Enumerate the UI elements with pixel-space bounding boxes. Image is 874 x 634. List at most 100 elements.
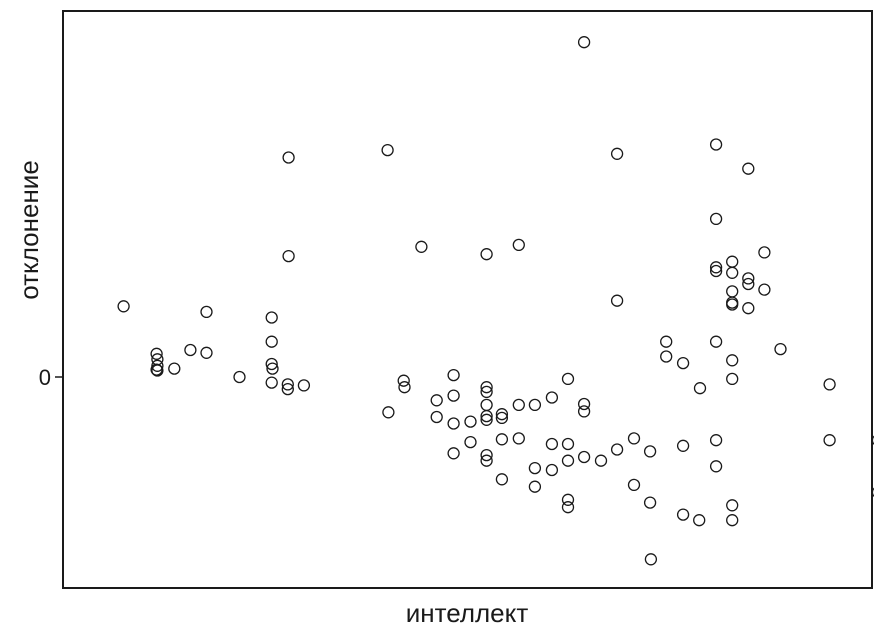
data-point [151, 364, 164, 377]
data-point [758, 246, 771, 259]
data-point [281, 382, 294, 396]
data-point [528, 461, 542, 475]
data-point [610, 443, 624, 456]
data-point [660, 350, 673, 363]
data-point [561, 501, 575, 514]
data-point [447, 447, 460, 460]
data-point [282, 249, 295, 263]
data-point [676, 356, 690, 370]
data-point [480, 248, 493, 261]
data-point [381, 143, 394, 157]
data-point [726, 298, 739, 311]
data-point [430, 410, 443, 424]
data-point [415, 240, 428, 253]
x-axis-title: интеллект [406, 598, 529, 628]
data-point [709, 434, 723, 447]
data-point [627, 478, 641, 492]
y-axis-title: отклонение [14, 160, 44, 300]
data-point [464, 435, 477, 449]
data-point [184, 343, 197, 357]
data-point [627, 432, 641, 445]
data-point [726, 354, 739, 367]
data-point [297, 379, 311, 392]
data-point [382, 406, 395, 419]
data-point [150, 347, 163, 360]
y-axis: 0 [39, 365, 63, 390]
data-point [200, 305, 213, 319]
data-point [480, 448, 493, 462]
data-point [561, 372, 575, 386]
data-point [577, 450, 591, 464]
data-point [545, 391, 559, 404]
data-point [233, 370, 246, 384]
data-point [200, 346, 213, 359]
data-point [168, 362, 181, 375]
data-point [871, 435, 874, 445]
data-point [266, 362, 279, 375]
data-point [495, 408, 509, 421]
data-point [545, 437, 559, 451]
data-point [265, 376, 278, 389]
data-point [709, 212, 723, 226]
data-point [742, 302, 755, 315]
data-point [117, 300, 130, 313]
data-point [726, 499, 739, 512]
data-point [281, 378, 294, 391]
data-point [676, 508, 690, 521]
data-point [397, 374, 410, 387]
data-point [823, 434, 836, 447]
data-point [676, 439, 690, 452]
data-point [512, 398, 525, 412]
data-point [726, 285, 739, 298]
data-point [709, 261, 723, 274]
data-point [512, 238, 525, 252]
data-point [265, 357, 278, 371]
data-point [577, 397, 591, 411]
data-point [726, 255, 739, 268]
data-point [709, 460, 723, 473]
data-point [512, 432, 525, 445]
data-point [480, 454, 493, 467]
data-point [265, 311, 278, 324]
data-point [430, 394, 443, 407]
data-point [871, 487, 874, 498]
data-point [774, 342, 787, 356]
data-point [480, 385, 493, 399]
data-point [726, 266, 739, 279]
data-point [561, 454, 575, 467]
data-point [610, 147, 624, 160]
data-point [480, 381, 493, 394]
data-point [282, 151, 295, 164]
data-point [447, 417, 460, 430]
data-point [480, 409, 493, 423]
data-point [265, 335, 278, 348]
data-point [447, 368, 460, 382]
data-point [758, 283, 771, 296]
data-point [577, 405, 591, 418]
data-point [495, 473, 509, 486]
y-tick-label: 0 [39, 365, 51, 390]
data-point [495, 411, 509, 425]
data-point [693, 382, 707, 395]
data-point [398, 381, 411, 394]
data-point [561, 437, 575, 451]
data-point [709, 264, 723, 278]
data-point [660, 335, 673, 348]
data-point [643, 496, 657, 509]
data-point [594, 454, 608, 467]
data-point [150, 363, 163, 376]
data-point [528, 480, 542, 493]
data-point [464, 415, 477, 428]
data-point [726, 372, 739, 386]
data-point [709, 138, 723, 151]
data-point [480, 398, 493, 412]
data-point [709, 335, 723, 348]
data-point [480, 413, 493, 426]
data-point [742, 277, 755, 291]
data-point [577, 36, 591, 49]
data-point [742, 272, 755, 285]
data-point [545, 463, 559, 477]
data-points [117, 36, 874, 566]
data-point [742, 162, 755, 175]
